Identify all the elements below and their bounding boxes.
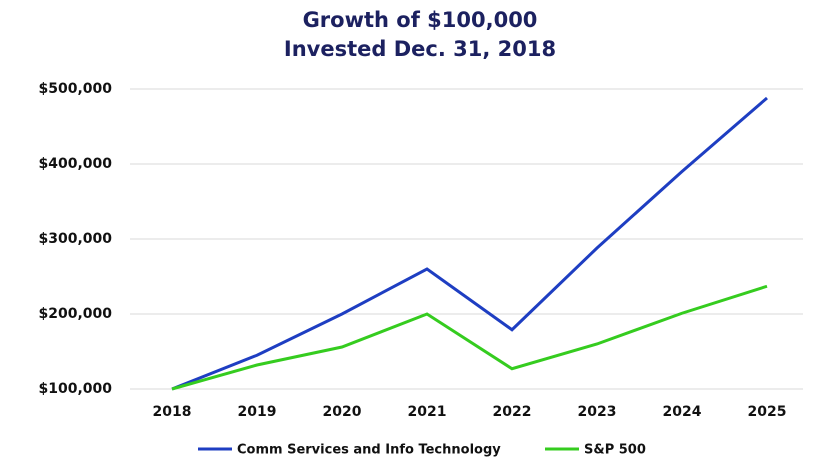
x-tick-label: 2018 — [153, 404, 192, 420]
y-tick-label: $500,000 — [38, 81, 112, 97]
chart-title: Growth of $100,000 — [303, 8, 538, 32]
legend-label: Comm Services and Info Technology — [237, 443, 501, 458]
x-tick-label: 2023 — [578, 404, 617, 420]
y-tick-label: $400,000 — [38, 156, 112, 172]
series-line — [171, 284, 768, 391]
y-tick-label: $200,000 — [38, 306, 112, 322]
y-tick-label: $300,000 — [38, 231, 112, 247]
chart-title: Invested Dec. 31, 2018 — [284, 37, 556, 61]
legend-label: S&P 500 — [584, 443, 646, 458]
x-tick-label: 2022 — [493, 404, 532, 420]
series-line — [171, 96, 768, 391]
x-tick-label: 2019 — [238, 404, 277, 420]
x-tick-label: 2025 — [748, 404, 787, 420]
x-tick-label: 2020 — [323, 404, 362, 420]
x-tick-label: 2021 — [408, 404, 447, 420]
x-tick-label: 2024 — [663, 404, 702, 420]
y-tick-label: $100,000 — [38, 381, 112, 397]
